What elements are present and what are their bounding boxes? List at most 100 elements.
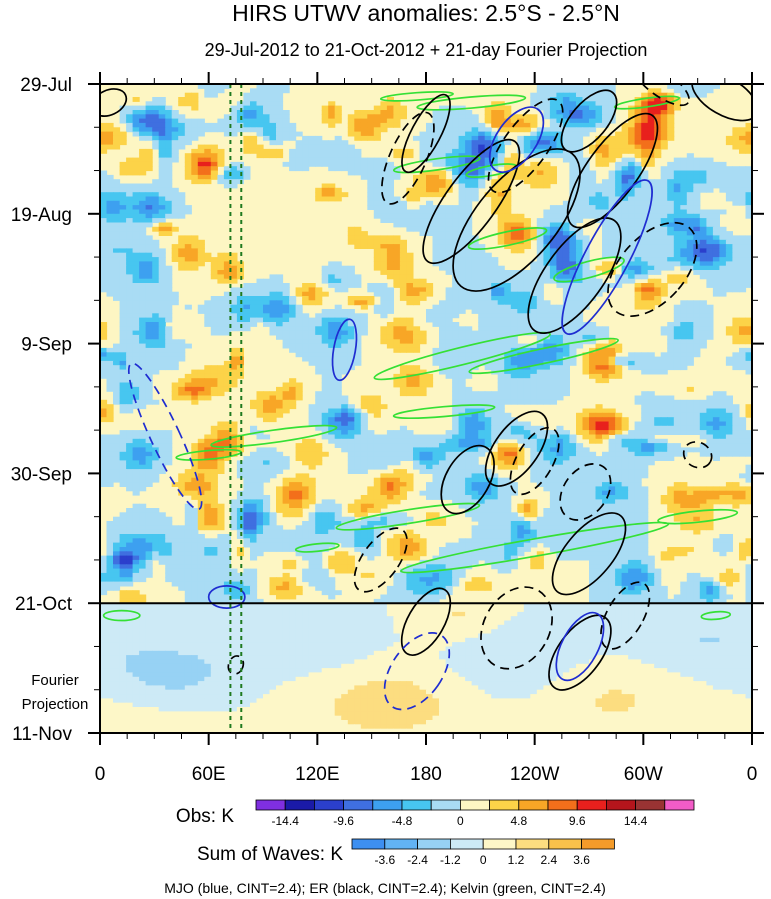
heatmap-cell	[426, 205, 434, 210]
heatmap-cell	[582, 200, 590, 206]
heatmap-cell	[699, 226, 707, 232]
heatmap-cell	[321, 157, 329, 163]
heatmap-cell	[706, 430, 714, 435]
heatmap-cell	[458, 135, 466, 141]
heatmap-cell	[458, 161, 466, 167]
heatmap-cell	[680, 92, 688, 98]
heatmap-cell	[354, 417, 362, 423]
heatmap-cell	[347, 343, 355, 349]
heatmap-cell	[543, 110, 551, 115]
heatmap-cell	[113, 434, 121, 440]
heatmap-cell	[660, 187, 668, 193]
heatmap-cell	[686, 300, 694, 306]
heatmap-cell	[712, 274, 720, 280]
heatmap-cell	[706, 283, 714, 288]
heatmap-cell	[543, 313, 551, 319]
heatmap-cell	[354, 278, 362, 284]
heatmap-cell	[641, 404, 649, 410]
heatmap-cell	[484, 438, 492, 444]
heatmap-cell	[667, 174, 675, 180]
heatmap-cell	[334, 339, 342, 345]
heatmap-cell	[341, 278, 349, 284]
heatmap-cell	[510, 378, 518, 384]
heatmap-cell	[582, 92, 590, 98]
heatmap-cell	[667, 209, 675, 215]
heatmap-cell	[334, 399, 342, 405]
heatmap-cell	[145, 274, 153, 280]
heatmap-cell	[569, 101, 577, 107]
heatmap-cell	[100, 408, 108, 414]
heatmap-cell	[595, 192, 603, 198]
heatmap-cell	[393, 434, 401, 440]
heatmap-cell	[680, 187, 688, 193]
heatmap-cell	[484, 347, 492, 353]
heatmap-cell	[595, 148, 603, 154]
heatmap-cell	[145, 105, 153, 111]
heatmap-cell	[739, 334, 747, 340]
heatmap-cell	[504, 222, 512, 228]
heatmap-cell	[452, 339, 460, 345]
heatmap-cell	[347, 434, 355, 440]
heatmap-cell	[471, 360, 479, 366]
heatmap-cell	[321, 270, 329, 275]
heatmap-cell	[302, 300, 310, 306]
heatmap-cell	[139, 352, 147, 358]
heatmap-cell	[556, 430, 564, 435]
heatmap-cell	[393, 443, 401, 448]
heatmap-cell	[602, 226, 610, 232]
heatmap-cell	[223, 257, 231, 262]
heatmap-cell	[126, 196, 134, 202]
heatmap-cell	[119, 313, 127, 319]
heatmap-cell	[360, 131, 368, 137]
heatmap-cell	[152, 322, 160, 327]
heatmap-cell	[295, 144, 303, 150]
heatmap-cell	[380, 244, 388, 249]
heatmap-cell	[302, 443, 310, 448]
heatmap-cell	[243, 135, 251, 141]
heatmap-cell	[719, 438, 727, 444]
heatmap-cell	[458, 148, 466, 154]
heatmap-cell	[504, 287, 512, 293]
heatmap-cell	[686, 322, 694, 327]
heatmap-cell	[504, 352, 512, 358]
heatmap-cell	[504, 235, 512, 241]
heatmap-cell	[445, 218, 453, 223]
heatmap-cell	[686, 334, 694, 340]
heatmap-cell	[686, 209, 694, 215]
heatmap-cell	[295, 157, 303, 163]
heatmap-cell	[106, 192, 114, 198]
heatmap-cell	[139, 231, 147, 236]
heatmap-cell	[654, 244, 662, 249]
heatmap-cell	[295, 161, 303, 167]
heatmap-cell	[106, 278, 114, 284]
heatmap-cell	[504, 434, 512, 440]
heatmap-cell	[660, 114, 668, 120]
heatmap-cell	[269, 84, 277, 89]
heatmap-cell	[360, 300, 368, 306]
heatmap-cell	[602, 334, 610, 340]
heatmap-cell	[634, 213, 642, 219]
heatmap-cell	[321, 192, 329, 198]
heatmap-cell	[660, 399, 668, 405]
heatmap-cell	[139, 322, 147, 327]
heatmap-cell	[347, 347, 355, 353]
heatmap-cell	[673, 343, 681, 349]
heatmap-cell	[243, 118, 251, 124]
heatmap-cell	[621, 135, 629, 141]
heatmap-cell	[719, 252, 727, 258]
heatmap-cell	[119, 287, 127, 293]
heatmap-cell	[673, 309, 681, 314]
heatmap-cell	[158, 278, 166, 284]
heatmap-cell	[439, 239, 447, 245]
heatmap-cell	[608, 425, 616, 431]
heatmap-cell	[608, 187, 616, 193]
heatmap-cell	[732, 244, 740, 249]
heatmap-cell	[380, 339, 388, 345]
heatmap-cell	[471, 248, 479, 254]
heatmap-cell	[725, 261, 733, 267]
heatmap-cell	[706, 84, 714, 89]
heatmap-cell	[282, 131, 290, 137]
heatmap-cell	[230, 274, 238, 280]
heatmap-cell	[660, 257, 668, 262]
heatmap-cell	[673, 257, 681, 262]
